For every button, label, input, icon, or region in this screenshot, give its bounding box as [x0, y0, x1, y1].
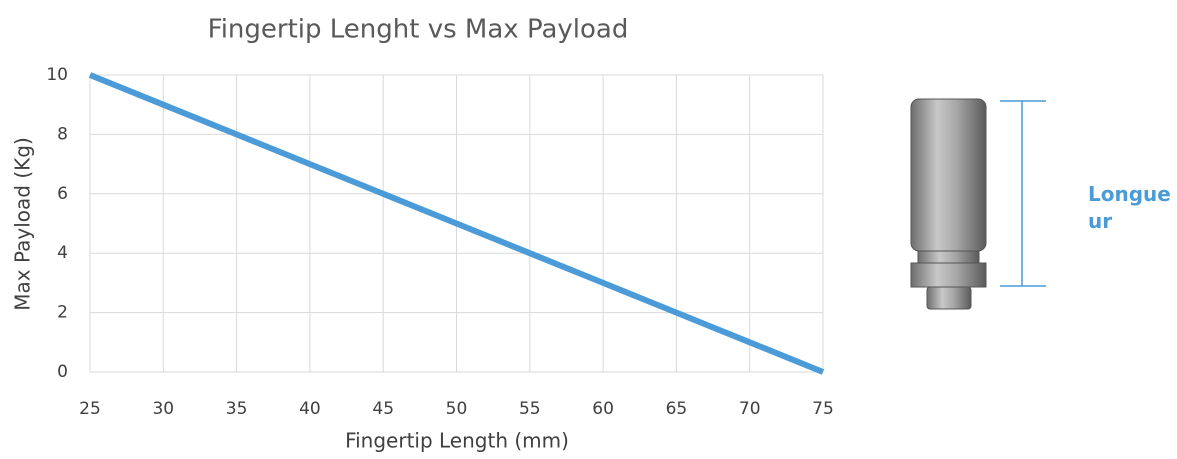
- y-tick-label: 2: [57, 303, 68, 323]
- x-tick-label: 30: [152, 399, 174, 419]
- x-tick-label: 25: [79, 399, 101, 419]
- y-tick-label: 6: [57, 184, 68, 204]
- x-tick-label: 70: [739, 399, 761, 419]
- y-axis-title: Max Payload (Kg): [11, 137, 35, 310]
- x-tick-label: 50: [446, 399, 468, 419]
- y-tick-label: 4: [57, 243, 68, 263]
- y-tick-label: 0: [57, 362, 68, 382]
- chart-title: Fingertip Lenght vs Max Payload: [208, 15, 629, 45]
- x-tick-label: 45: [372, 399, 394, 419]
- x-tick-label: 75: [812, 399, 834, 419]
- x-tick-label: 40: [299, 399, 321, 419]
- x-tick-label: 60: [592, 399, 614, 419]
- y-tick-label: 10: [46, 65, 68, 85]
- line-series: [88, 72, 825, 375]
- fingertip-illustration: [910, 98, 1046, 310]
- x-tick-label: 55: [519, 399, 541, 419]
- y-tick-label: 8: [57, 124, 68, 144]
- x-tick-label: 65: [666, 399, 688, 419]
- grid: [89, 74, 824, 373]
- annotation: Longueur: [1088, 182, 1171, 233]
- x-tick-label: 35: [226, 399, 248, 419]
- x-axis-title: Fingertip Length (mm): [345, 429, 569, 453]
